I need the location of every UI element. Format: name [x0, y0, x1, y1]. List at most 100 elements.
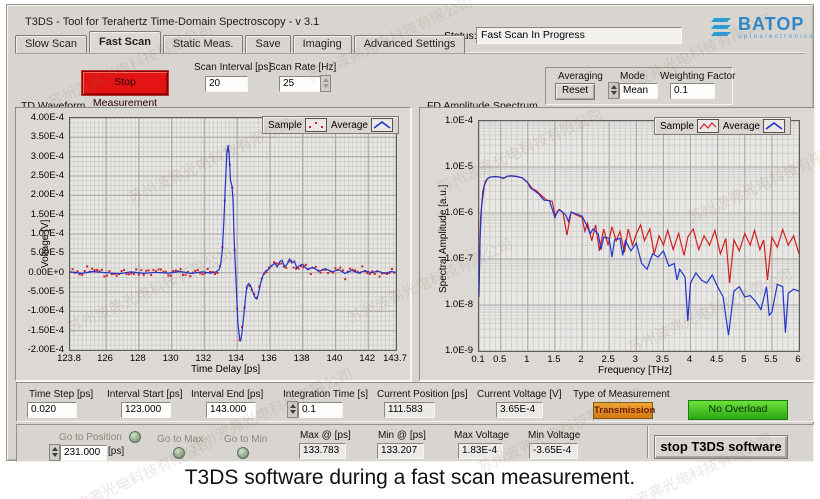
- goto-min-label: Go to Min: [224, 434, 268, 445]
- fd-legend-sample[interactable]: Sample: [660, 119, 719, 133]
- axis-tick-label: 3.5: [655, 354, 670, 365]
- axis-tick-label: 142: [359, 353, 376, 364]
- axis-tick-label: -5.00E-5: [27, 286, 64, 297]
- td-y-axis-label: Voltage [V]: [40, 219, 51, 268]
- min-voltage-display: -3.65E-4: [529, 443, 578, 459]
- mode-field[interactable]: Mean: [619, 83, 658, 99]
- current-voltage-label: Current Voltage [V]: [477, 389, 562, 400]
- axis-tick-label: 4: [686, 354, 693, 365]
- tab-fast-scan[interactable]: Fast Scan: [88, 31, 161, 53]
- weighting-factor-input[interactable]: 0.1: [670, 83, 715, 99]
- axis-tick-label: 143.7: [383, 353, 407, 364]
- scan-rate-input[interactable]: 25: [279, 76, 322, 92]
- axis-tick-label: 128: [129, 353, 146, 364]
- axis-tick-label: 1.0E-4: [445, 115, 473, 126]
- axis-tick-label: 130: [162, 353, 179, 364]
- scan-interval-label: Scan Interval [ps]: [194, 62, 272, 73]
- axis-tick-label: 140: [326, 353, 343, 364]
- axis-tick-label: 1.50E-4: [30, 208, 64, 220]
- fd-spectrum-chart: Sample Average Spectral Amplitude [a.u.]…: [419, 107, 815, 381]
- logo-brand-text: BATOP: [738, 14, 805, 34]
- axis-tick-label: 0.1: [471, 354, 485, 365]
- status-field: Fast Scan In Progress: [476, 27, 682, 44]
- tab-save[interactable]: Save: [245, 35, 291, 53]
- td-waveform-chart: Sample Average Voltage [V] Time Delay [p…: [15, 107, 411, 381]
- axis-tick-label: 1.0E-8: [445, 299, 473, 310]
- axis-tick-label: -1.00E-4: [27, 305, 64, 317]
- goto-position-input[interactable]: 231.000: [60, 445, 107, 461]
- axis-tick-label: -2.00E-4: [27, 344, 64, 355]
- axis-tick-label: 1.0E-6: [445, 207, 473, 218]
- axis-tick-label: 3.50E-4: [30, 131, 64, 143]
- scan-interval-input[interactable]: 20: [205, 76, 248, 92]
- goto-min-led[interactable]: [237, 447, 249, 459]
- interval-start-input[interactable]: 123.000: [121, 402, 171, 418]
- fd-x-axis-label: Frequency [THz]: [598, 365, 672, 376]
- transmission-mode-button[interactable]: Transmission: [593, 402, 655, 419]
- average-line-swatch-icon: [370, 118, 393, 132]
- axis-tick-label: 1.5: [547, 354, 561, 365]
- fd-legend-average[interactable]: Average: [723, 119, 785, 133]
- interval-end-label: Interval End [ps]: [191, 389, 264, 400]
- t3ds-window: T3DS - Tool for Terahertz Time-Domain Sp…: [6, 4, 815, 462]
- no-overload-indicator: No Overload: [688, 400, 788, 420]
- mode-spinner[interactable]: [608, 82, 619, 99]
- min-voltage-label: Min Voltage: [528, 430, 581, 441]
- goto-position-spinner[interactable]: [49, 444, 60, 461]
- tab-slow-scan[interactable]: Slow Scan: [15, 35, 87, 53]
- td-x-axis-label: Time Delay [ps]: [191, 364, 261, 375]
- frame-divider: [647, 426, 649, 458]
- time-step-label: Time Step [ps]: [29, 389, 94, 400]
- axis-tick-label: -1.50E-4: [27, 324, 64, 336]
- goto-max-label: Go to Max: [157, 434, 204, 445]
- batop-logo-icon: [711, 16, 735, 38]
- axis-tick-label: 6: [795, 354, 801, 365]
- tab-imaging[interactable]: Imaging: [292, 35, 352, 53]
- axis-tick-label: 2.50E-4: [30, 170, 64, 181]
- axis-tick-label: 3: [632, 354, 638, 365]
- axis-tick-label: 4.5: [710, 354, 724, 365]
- scan-rate-spinner[interactable]: [320, 75, 331, 92]
- td-legend-average[interactable]: Average: [331, 118, 393, 132]
- axis-tick-label: 5.5: [764, 354, 778, 365]
- axis-tick-label: 1.0E-5: [445, 161, 473, 172]
- axis-tick-label: 1: [524, 354, 530, 365]
- tab-static-meas[interactable]: Static Meas.: [162, 35, 244, 53]
- logo-subtitle-text: optoelectronics: [738, 33, 815, 40]
- averaging-reset-button[interactable]: Reset: [555, 83, 595, 100]
- fd-plot-area: [478, 120, 800, 352]
- min-at-display: 133.207: [377, 443, 424, 459]
- tab-advanced-settings[interactable]: Advanced Settings: [353, 35, 466, 53]
- goto-position-led[interactable]: [129, 431, 141, 443]
- axis-tick-label: 134: [228, 353, 245, 364]
- weighting-factor-label: Weighting Factor: [660, 71, 736, 82]
- axis-tick-label: 2: [578, 354, 584, 365]
- sample-dots-swatch-icon: [304, 118, 327, 132]
- goto-max-led[interactable]: [173, 447, 185, 459]
- current-position-display: 111.583: [384, 402, 435, 418]
- axis-tick-label: 2.5: [601, 354, 615, 365]
- td-plot-area: [69, 117, 397, 351]
- time-step-input[interactable]: 0.020: [27, 402, 77, 418]
- stop-measurement-button[interactable]: Stop Measurement: [82, 71, 168, 109]
- axis-tick-label: 2.00E-4: [30, 189, 64, 201]
- integration-time-spinner[interactable]: [287, 401, 298, 418]
- tab-strip: Slow Scan Fast Scan Static Meas. Save Im…: [15, 31, 467, 53]
- td-legend: Sample Average: [262, 116, 399, 134]
- interval-end-input[interactable]: 143.000: [206, 402, 256, 418]
- axis-tick-label: 0.5: [493, 354, 507, 365]
- max-at-label: Max @ [ps]: [300, 430, 351, 441]
- axis-tick-label: 1.0E-9: [445, 345, 473, 356]
- interval-start-label: Interval Start [ps]: [107, 389, 183, 400]
- max-voltage-display: 1.83E-4: [458, 443, 503, 459]
- td-legend-sample[interactable]: Sample: [268, 118, 327, 132]
- goto-position-unit-label: [ps]: [108, 446, 125, 457]
- integration-time-input[interactable]: 0.1: [298, 402, 343, 418]
- axis-tick-label: 138: [293, 353, 310, 364]
- axis-tick-label: 1.00E-4: [30, 228, 64, 239]
- stop-t3ds-software-button[interactable]: stop T3DS software: [654, 435, 788, 459]
- fd-y-axis-label: Spectral Amplitude [a.u.]: [438, 184, 449, 293]
- averaging-label: Averaging: [558, 71, 603, 82]
- axis-tick-label: 4.00E-4: [30, 112, 64, 123]
